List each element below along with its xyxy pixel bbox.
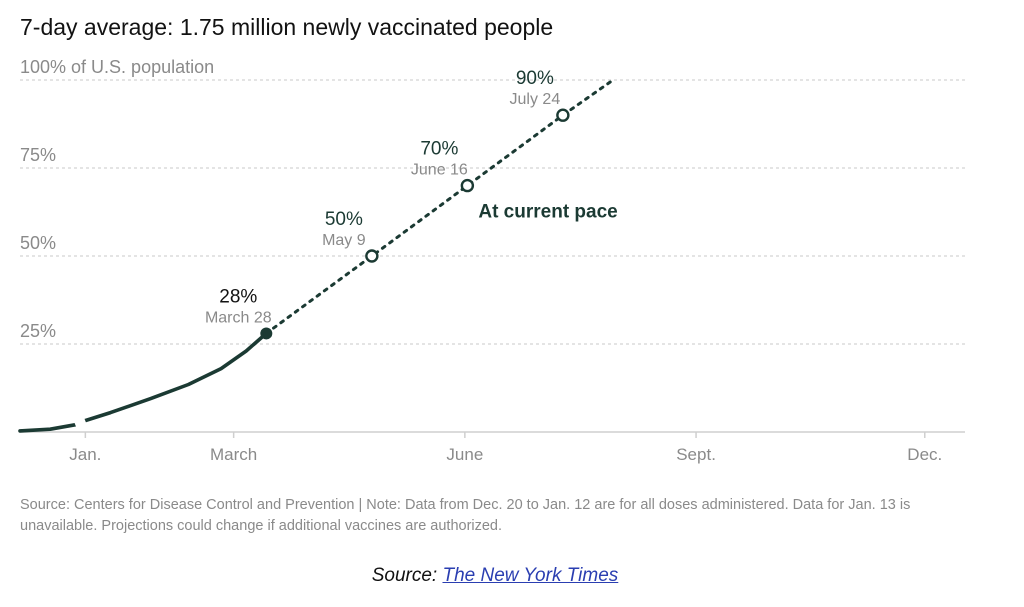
x-tick-label: June bbox=[446, 445, 483, 464]
annotation-date: July 24 bbox=[510, 91, 561, 108]
actual-vaccination-line bbox=[18, 331, 269, 433]
source-note: Source: Centers for Disease Control and … bbox=[20, 497, 911, 534]
x-tick-label: Sept. bbox=[676, 445, 716, 464]
x-tick-label: Jan. bbox=[69, 445, 101, 464]
projection-point-marker bbox=[460, 178, 475, 193]
credit-line: Source: The New York Times bbox=[0, 565, 990, 587]
y-tick-label: 25% bbox=[20, 321, 56, 341]
chart-title: 7-day average: 1.75 million newly vaccin… bbox=[20, 14, 554, 40]
annotation-date: June 16 bbox=[411, 162, 468, 179]
data-gap bbox=[74, 417, 87, 429]
projection-point-marker bbox=[556, 108, 570, 122]
vaccination-line-chart: 100% of U.S. population 75% 50% 25% Jan. Marc… bbox=[18, 57, 965, 464]
annotation-percent: 50% bbox=[325, 209, 363, 230]
y-tick-label: 100% of U.S. population bbox=[20, 57, 214, 77]
projection-point-marker bbox=[365, 249, 379, 263]
current-point-marker bbox=[260, 327, 273, 340]
annotation-date: March 28 bbox=[205, 309, 272, 326]
projection-dotted-line bbox=[264, 78, 615, 335]
pace-label: At current pace bbox=[478, 202, 617, 223]
credit-prefix: Source: bbox=[371, 565, 443, 586]
annotation-percent: 28% bbox=[219, 286, 257, 307]
annotation-date: May 9 bbox=[322, 232, 366, 249]
annotation-percent: 70% bbox=[420, 139, 458, 160]
annotation-percent: 90% bbox=[516, 68, 554, 89]
y-tick-label: 50% bbox=[20, 233, 56, 253]
nyt-source-link[interactable]: The New York Times bbox=[442, 565, 619, 586]
y-tick-label: 75% bbox=[20, 145, 56, 165]
x-tick-label: March bbox=[210, 445, 257, 464]
x-tick-label: Dec. bbox=[907, 445, 942, 464]
